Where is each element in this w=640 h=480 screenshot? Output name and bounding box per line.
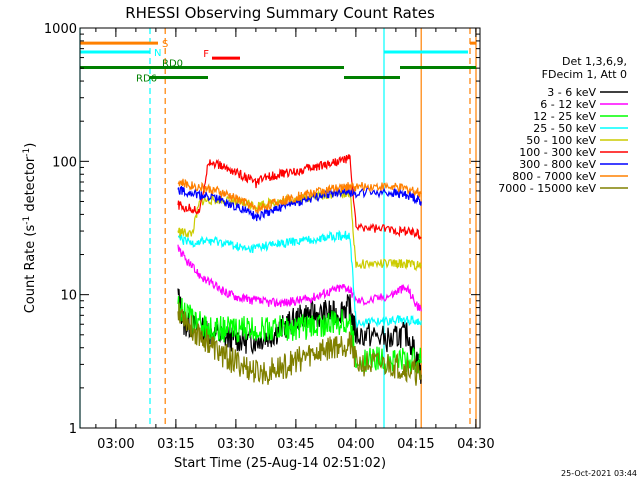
- flag-label-n: N: [154, 48, 161, 59]
- y-tick-label-1: 10: [60, 289, 77, 304]
- legend-label-1: 6 - 12 keV: [540, 98, 596, 111]
- flag-label-s: S: [162, 39, 168, 50]
- footer-date: 25-Oct-2021 03:44: [561, 469, 637, 478]
- x-tick-label-1: 03:15: [157, 437, 194, 452]
- x-tick-label-2: 03:30: [217, 437, 254, 452]
- chart-title: RHESSI Observing Summary Count Rates: [125, 4, 435, 22]
- legend-header: Det 1,3,6,9, FDecim 1, Att 0: [542, 55, 627, 81]
- legend-label-4: 50 - 100 keV: [526, 134, 596, 147]
- y-axis-label: Count Rate (s-1 detector-1): [22, 143, 38, 314]
- x-tick-label-4: 04:00: [337, 437, 374, 452]
- x-tick-label-3: 03:45: [277, 437, 314, 452]
- legend-label-3: 25 - 50 keV: [533, 122, 596, 135]
- x-tick-label-5: 04:15: [397, 437, 434, 452]
- y-axis-label-main: Count Rate (s: [23, 225, 38, 314]
- legend-label-8: 7000 - 15000 keV: [498, 182, 596, 195]
- legend-label-7: 800 - 7000 keV: [512, 170, 596, 183]
- flag-label-rd6: RD6: [136, 74, 157, 85]
- legend-header-line-1: Det 1,3,6,9,: [562, 55, 627, 68]
- legend-label-6: 300 - 800 keV: [519, 158, 596, 171]
- y-axis-label-end: ): [23, 143, 38, 148]
- flag-label-rd0: RD0: [162, 59, 183, 70]
- y-tick-label-3: 1000: [44, 22, 77, 37]
- x-axis-label: Start Time (25-Aug-14 02:51:02): [174, 456, 386, 471]
- flag-label-f: F: [203, 49, 209, 60]
- legend-label-5: 100 - 300 keV: [519, 146, 596, 159]
- plot-area: SN F RD0 RD6: [79, 28, 477, 428]
- series-line-3: [177, 229, 422, 329]
- legend-label-2: 12 - 25 keV: [533, 110, 596, 123]
- y-axis-label-middle: detector: [23, 156, 38, 216]
- axes: 1 10 100 1000 03:00 03:15 03:30 03:45 04:00 04:15…: [44, 22, 495, 452]
- legend-label-0: 3 - 6 keV: [547, 86, 596, 99]
- plot-frame: [79, 27, 481, 429]
- series-line-0: [177, 288, 422, 384]
- y-axis-label-exponent-1: -1: [22, 216, 32, 225]
- series-line-8: [177, 302, 422, 386]
- series-line-5: [177, 153, 422, 240]
- x-tick-label-0: 03:00: [97, 437, 134, 452]
- x-tick-label-6: 04:30: [457, 437, 494, 452]
- y-axis-label-exponent-2: -1: [22, 148, 32, 157]
- legend-header-line-2: FDecim 1, Att 0: [542, 68, 627, 81]
- series-line-7: [177, 178, 422, 214]
- y-tick-label-2: 100: [52, 155, 77, 170]
- y-tick-label-0: 1: [69, 422, 77, 437]
- series-line-1: [177, 244, 422, 312]
